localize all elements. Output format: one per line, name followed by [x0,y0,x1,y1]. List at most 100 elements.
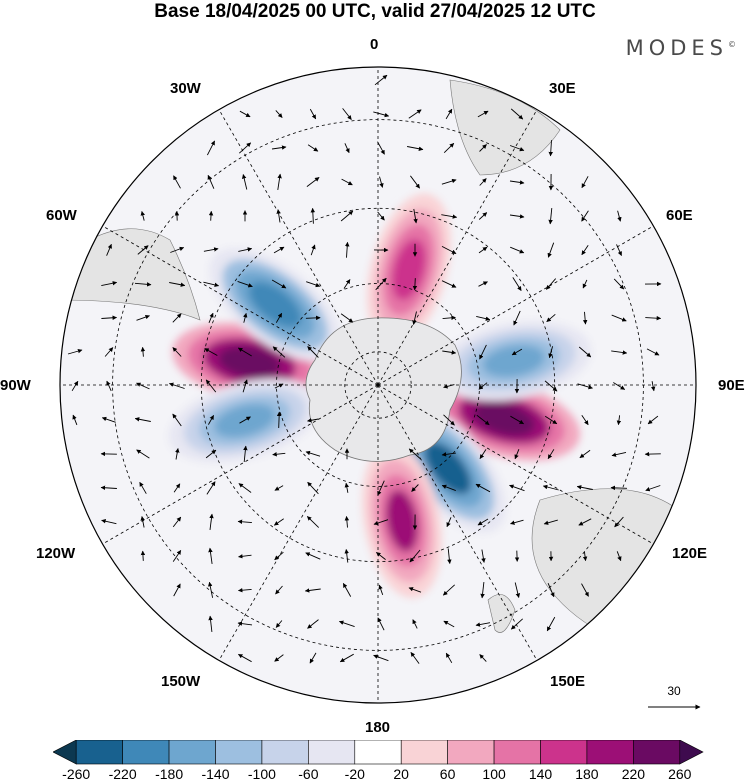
wind-vector [376,552,386,560]
wind-vector [310,207,316,224]
wind-vector [408,587,422,593]
wind-vector [443,142,455,154]
wind-vector [239,110,251,118]
wind-vector [613,382,626,390]
brand-name: MODES [625,36,728,60]
wind-vector [412,619,418,629]
colorbar-tick-label: 20 [393,766,409,782]
wind-vector [101,416,116,423]
wind-vector [514,582,521,598]
wind-vector [543,519,558,525]
wind-vector [610,485,628,491]
wind-vector [509,214,525,219]
wind-vector [344,241,350,258]
latitude-circle [276,283,480,487]
colorbar-tick-label: -220 [108,766,137,782]
wind-vector [443,384,455,389]
wind-vector [238,142,252,154]
wind-vector [170,246,185,253]
wind-vector [208,581,214,598]
colorbar [53,740,704,765]
wind-vector [377,617,385,631]
wind-vector [134,417,151,422]
wind-vector [306,281,321,288]
wind-vector [481,549,486,563]
lon-label-90e: 90E [718,377,745,394]
colorbar-bin [493,740,541,765]
wind-vector [582,279,588,289]
wind-vector [407,146,424,151]
lon-label-60w: 60W [46,207,77,224]
reference-vector-label-box: 30 [646,684,702,698]
wind-vector [377,211,385,221]
wind-vector [208,615,213,632]
wind-vector [340,313,354,323]
meridian-line [218,384,379,661]
wind-vector [172,550,182,562]
wind-vector [304,588,321,593]
colorbar-tick-label: -20 [344,766,365,782]
wind-vector [408,448,422,460]
colorbar-bin [540,740,588,765]
wind-vector [140,550,146,561]
wind-vector [276,209,281,223]
wind-vector [408,109,422,119]
wind-vector [168,382,185,389]
colorbar-bin [75,740,123,765]
colorbar-bin [308,740,356,765]
colorbar-tick-label: -260 [62,766,91,782]
wind-vector [72,414,78,426]
colorbar-tick-label: 220 [621,766,646,782]
wind-vector [477,518,489,526]
wind-vector [305,552,321,560]
wind-vector [581,583,589,597]
lon-label-120w: 120W [36,545,76,562]
wind-vector [342,583,352,597]
colorbar-bin [168,740,216,765]
wind-vector [509,180,525,185]
colorbar-end-low [53,740,77,765]
wind-vector [410,175,420,189]
wind-vector [479,178,487,186]
meridian-line [377,109,538,386]
wind-vector [206,481,216,495]
wind-vector [309,652,317,664]
meridian-line [377,225,654,386]
wind-vector [478,281,488,287]
wind-vector [373,519,389,526]
wind-vector [341,178,353,186]
wind-vector [441,452,456,457]
colorbar-bin [122,740,170,765]
wind-vector [344,515,350,528]
wind-vector [305,450,321,457]
wind-vector [208,312,214,323]
wind-vector [306,177,320,187]
wind-vector [136,449,150,459]
wind-vector [237,347,252,357]
anomaly-contour [392,239,426,300]
colorbar-tick-label: 260 [668,766,692,782]
wind-vector [307,481,319,495]
wind-vector [579,449,591,459]
colorbar-tick-label: -100 [247,766,276,782]
graticule [60,67,696,703]
wind-vector [443,414,455,426]
wind-vector [476,414,490,426]
meridian-line [218,109,379,386]
copyright-mark: © [728,40,736,49]
anomaly-contour [218,346,281,379]
wind-vector [441,178,457,185]
wind-vector [445,108,453,120]
wind-vector [546,616,556,632]
meridian-line [377,384,538,661]
lon-label-150w: 150W [161,673,201,690]
meridian-line [102,225,379,386]
wind-vector [373,111,390,118]
wind-vector [173,483,181,493]
wind-vector [442,584,456,596]
lon-label-120e: 120E [672,545,708,562]
wind-vector [441,280,457,288]
wind-vector [140,210,145,221]
wind-vector [445,652,453,664]
colorbar-bin [215,740,263,765]
